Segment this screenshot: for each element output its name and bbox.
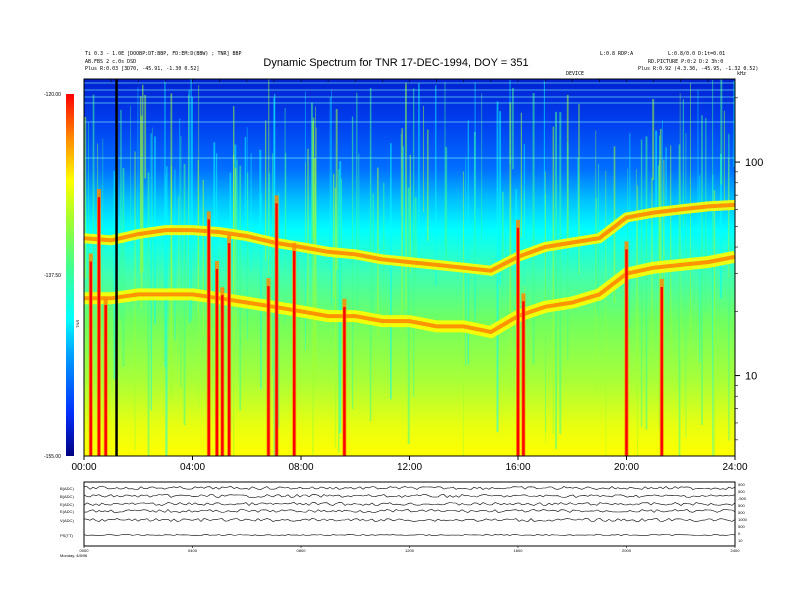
trace-right-tick: 0 [738,531,741,536]
x-tick-label: 16:00 [505,462,530,473]
x-tick-label: 00:00 [71,462,96,473]
x-tick-label: 24:00 [722,462,747,473]
trace-right-tick: 500 [738,524,745,529]
footer-date: Monday, 4/8/96 [60,553,88,558]
trace-label: E(ADC) [60,502,74,507]
trace-line [83,502,736,506]
bottom-x-tick-label: 0400 [188,548,198,553]
bottom-x-tick-label: 0000 [80,548,90,553]
x-tick-label: 12:00 [397,462,422,473]
trace-label: PS(TT) [60,533,74,538]
header-left-line-2: AB.FBS 2 c.0s DSD [85,59,137,65]
trace-line [83,518,736,522]
trace-right-tick: 10 [738,538,743,543]
spectrum-plot [84,79,735,456]
trace-line [84,509,736,513]
trace-label: B(ADC) [60,494,74,499]
colorbar [66,94,74,456]
y-axis-ticks: 100 10 [735,97,763,441]
trace-right-tick: 500 [738,482,745,487]
bottom-x-tick-label: 1200 [405,548,415,553]
header-right-line-1: L:0.8 RDP:A [600,51,634,57]
y-tick-label: 100 [745,157,763,169]
x-axis-ticks: 00:00 04:00 08:00 12:00 16:00 20:00 24:00 [71,79,748,473]
trace-line [83,494,736,498]
trace-label: E(ADC) [60,509,74,514]
trace-right-tick: -500 [738,496,747,501]
trace-label: V(ADC) [60,518,74,523]
header-right-line-4: Plus R:0.92 (4.3.30, -45.95, -1.32 0.52) [638,66,759,72]
y-tick-label: 10 [745,371,757,383]
device-label: DEVICE [566,71,585,77]
trace-right-tick: 500 [738,489,745,494]
bottom-x-tick-label: 2400 [731,548,741,553]
x-tick-label: 20:00 [614,462,639,473]
header-left-line-1: Ti 0.3 - 1.0E [DOOBP:DT:BBP, FD:EM:D(BBW… [85,51,242,57]
colorbar-label: TNR [75,320,80,328]
trace-right-tick: 500 [738,510,745,515]
header-right-line-3: RD.PICTURE P:0:2 D:2 3h:0 [648,59,724,65]
bottom-x-tick-label: 0800 [297,548,307,553]
trace-right-tick: 1000 [738,517,748,522]
header-right-line-2: L:0.8/0.0 D:1t=0.01 [668,51,726,57]
colorbar-tick-label: -137.50 [44,273,61,279]
chart-title: Dynamic Spectrum for TNR 17-DEC-1994, DO… [263,57,529,69]
trace-line [83,534,736,536]
trace-line [84,486,736,490]
upper-band-line [84,202,735,273]
header-left-line-3: Plus R:0.03 [3D70, -45.91, -1.30 0.52] [85,66,200,72]
unit-label: kHz [737,71,747,77]
x-tick-label: 04:00 [180,462,205,473]
bottom-x-tick-label: 2000 [622,548,632,553]
colorbar-tick-label: -155.00 [44,454,61,460]
bottom-panel: B(ADC) B(ADC) E(ADC) E(ADC) V(ADC) PS(TT) 500 5… [60,481,748,558]
x-tick-label: 08:00 [288,462,313,473]
trace-right-tick: 500 [738,503,745,508]
colorbar-tick-label: -120.00 [44,92,61,98]
trace-label: B(ADC) [60,486,74,491]
bottom-x-tick-label: 1600 [514,548,524,553]
colorbar-ticks: -120.00 -137.50 -155.00 [44,92,61,460]
bottom-frame [83,481,736,547]
